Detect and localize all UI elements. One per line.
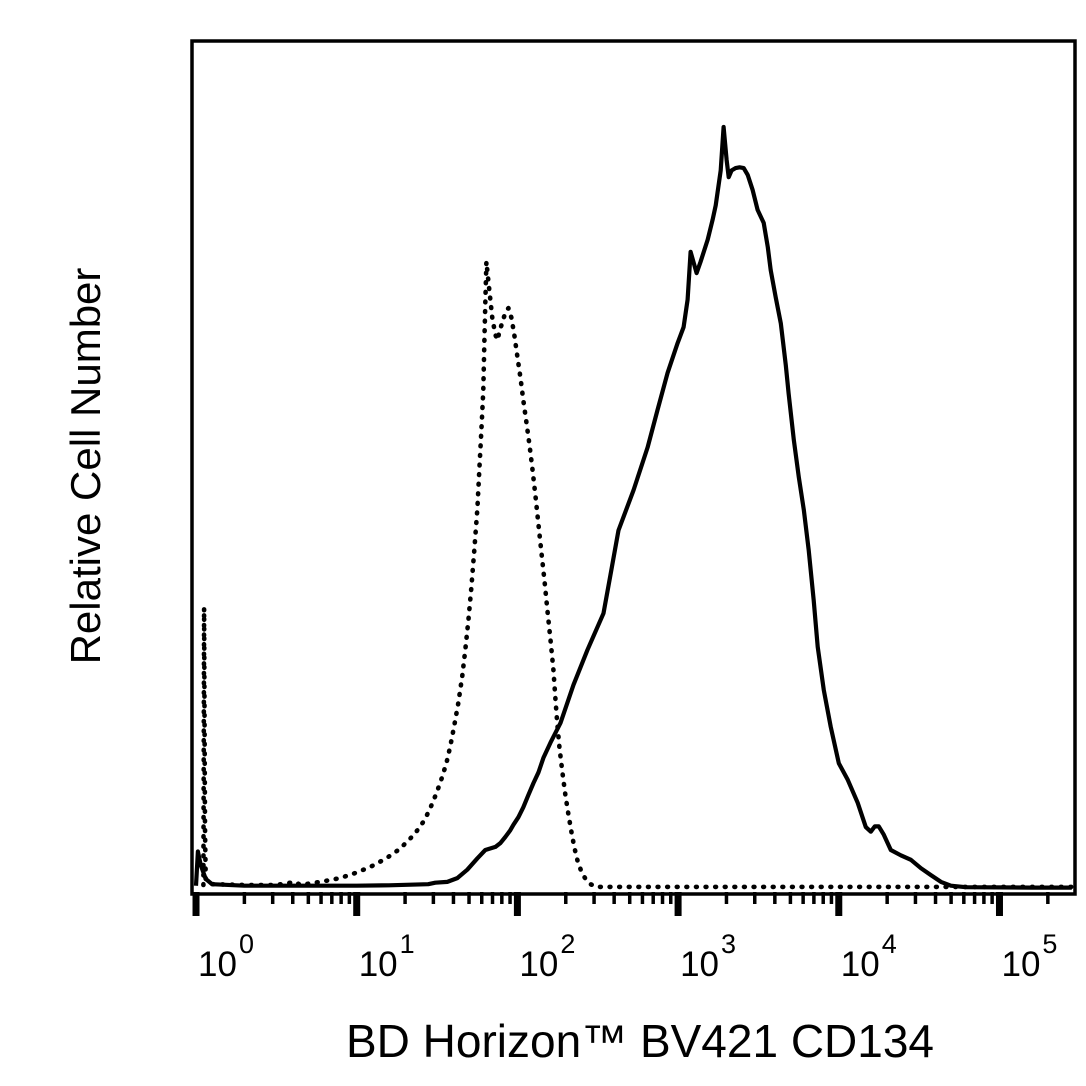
plot-frame xyxy=(190,39,1077,896)
dotted-curve-path xyxy=(201,259,1075,890)
solid-curve-path xyxy=(193,124,1072,890)
x-tick-label: 103 xyxy=(680,929,736,984)
x-tick-label: 105 xyxy=(1001,929,1057,984)
x-tick-label: 100 xyxy=(198,929,254,984)
x-tick-label: 102 xyxy=(519,929,575,984)
x-tick-label: 104 xyxy=(841,929,897,984)
x-tick-label: 101 xyxy=(359,929,415,984)
series-solid-curve xyxy=(193,124,1072,890)
x-axis-tick-labels: 100 101 102 103 104 105 xyxy=(198,929,1057,984)
x-axis-minor-ticks xyxy=(242,892,1050,904)
x-axis-major-ticks xyxy=(192,892,1003,916)
series-dotted-curve xyxy=(201,259,1075,890)
plot-frame-group xyxy=(190,39,1077,896)
y-axis-title: Relative Cell Number xyxy=(62,267,109,665)
x-axis-title: BD Horizon™ BV421 CD134 xyxy=(345,1015,935,1067)
